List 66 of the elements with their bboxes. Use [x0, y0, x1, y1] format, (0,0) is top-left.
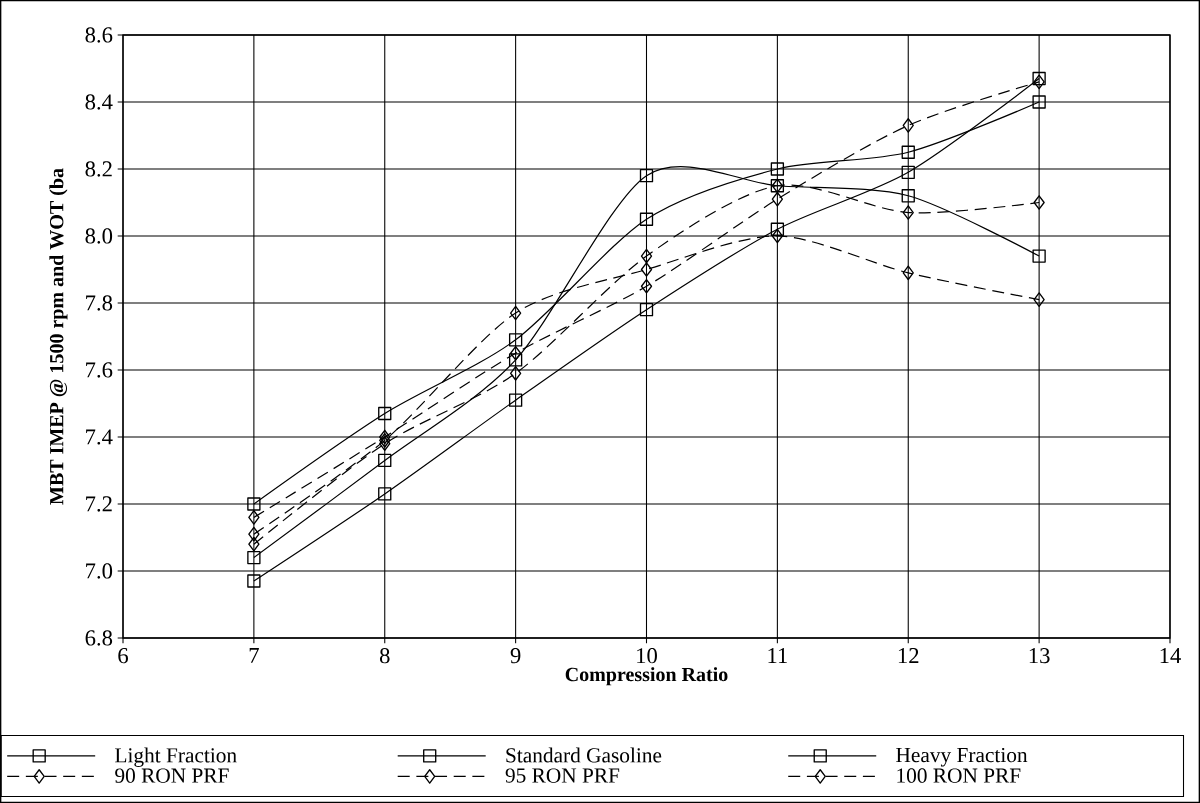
point — [247, 574, 261, 588]
legend-label: 100 RON PRF — [897, 768, 1021, 783]
x-tick-label: 9 — [510, 648, 521, 664]
point — [901, 145, 915, 159]
point — [379, 433, 391, 448]
point — [508, 333, 523, 347]
point — [508, 353, 523, 367]
point — [378, 487, 392, 501]
y-tick-label: 7.6 — [86, 362, 113, 378]
x-tick-label: 11 — [768, 648, 787, 663]
point — [509, 345, 522, 361]
point — [902, 118, 914, 133]
point — [508, 393, 523, 407]
point — [640, 262, 653, 277]
point — [379, 429, 391, 445]
point — [248, 526, 260, 542]
point — [1032, 249, 1046, 263]
y-tick-label: 8.2 — [85, 161, 112, 177]
point — [639, 212, 654, 226]
point — [1033, 292, 1045, 307]
point — [509, 305, 522, 321]
y-tick-label: 8.6 — [85, 27, 113, 43]
point — [771, 191, 784, 207]
point — [639, 169, 654, 183]
x-tick-label: 12 — [898, 648, 919, 664]
y-tick-label: 7.4 — [86, 429, 113, 445]
point — [1032, 95, 1046, 109]
y-tick-label: 7.0 — [86, 563, 113, 579]
point — [379, 436, 391, 452]
legend-label: Standard Gasoline — [506, 747, 662, 763]
x-axis-title: Compression Ratio — [565, 667, 728, 686]
point — [509, 366, 522, 381]
x-tick-label: 10 — [637, 648, 657, 664]
point — [378, 406, 392, 421]
y-tick-label: 8.4 — [85, 94, 113, 110]
x-tick-label: 13 — [1029, 648, 1050, 664]
legend-label: Heavy Fraction — [896, 747, 1028, 767]
point — [902, 265, 914, 281]
point — [248, 510, 260, 525]
point — [770, 162, 785, 176]
point — [378, 453, 392, 468]
x-tick-label: 6 — [118, 648, 129, 664]
y-tick-label: 7.2 — [86, 496, 112, 512]
point — [901, 165, 915, 180]
point — [248, 536, 260, 552]
legend-label: Light Fraction — [115, 747, 237, 767]
point — [640, 248, 653, 264]
point — [247, 550, 261, 565]
y-tick-label: 6.8 — [85, 630, 113, 646]
point — [640, 278, 653, 294]
point — [771, 228, 784, 244]
point — [901, 189, 915, 203]
x-tick-label: 14 — [1160, 648, 1181, 663]
point — [247, 497, 261, 511]
x-tick-label: 7 — [249, 648, 259, 663]
point — [1033, 195, 1045, 210]
y-tick-label: 7.8 — [86, 295, 113, 311]
legend-label: 95 RON PRF — [505, 768, 620, 783]
legend-label: 90 RON PRF — [115, 768, 229, 783]
point — [639, 303, 654, 317]
y-tick-label: 8.0 — [85, 228, 113, 244]
point — [902, 205, 914, 220]
y-axis-title: MBT IMEP @ 1500 rpm and WOT (ba — [49, 168, 68, 505]
point — [770, 222, 785, 236]
x-tick-label: 8 — [379, 648, 390, 664]
point — [1032, 71, 1046, 86]
